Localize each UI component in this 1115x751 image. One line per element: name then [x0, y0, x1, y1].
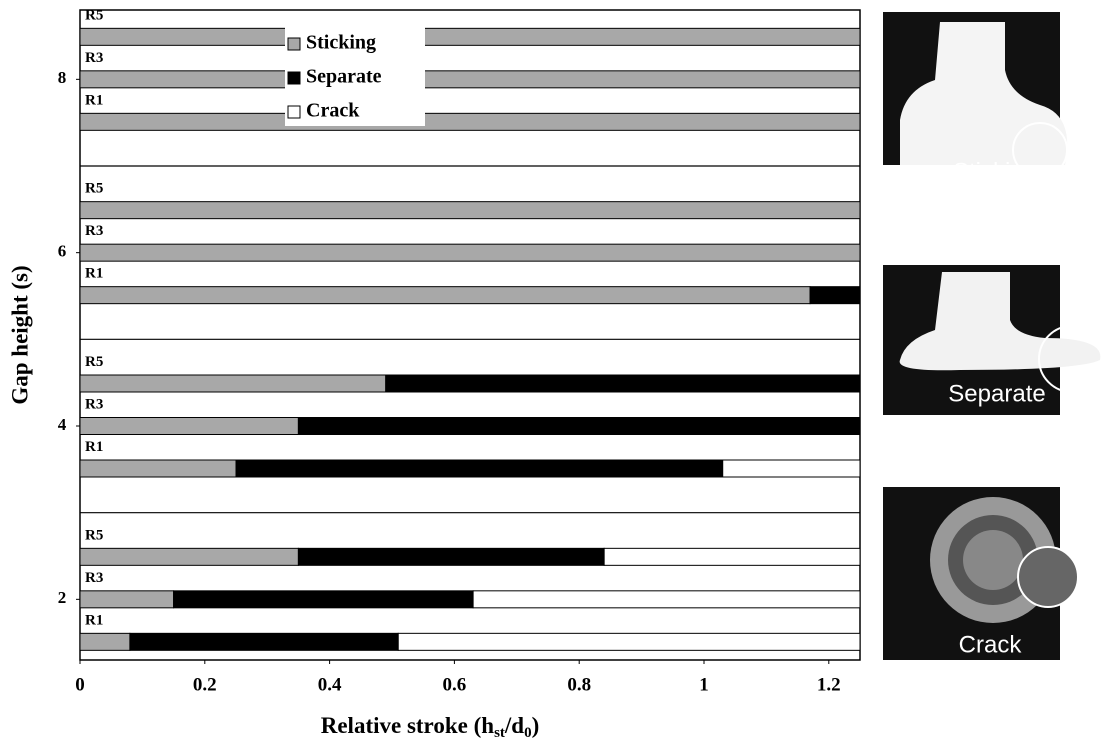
y-tick-label: 2 — [58, 588, 67, 607]
x-label-part: ) — [532, 713, 540, 738]
row-label: R3 — [85, 223, 103, 239]
x-tick-label: 0.2 — [193, 674, 217, 695]
image-caption: Crack — [959, 631, 1023, 658]
row-label: R5 — [85, 181, 103, 197]
row-label: R3 — [85, 570, 103, 586]
legend-swatch — [288, 72, 300, 84]
bar-segment — [80, 28, 860, 45]
image-panel: Separate — [883, 265, 1105, 415]
bar-segment — [298, 548, 604, 565]
bar-segment — [80, 202, 860, 219]
image-panel: Sticking — [883, 12, 1067, 185]
legend-label: Crack — [306, 100, 360, 122]
bar-segment — [80, 375, 386, 392]
bar-segment — [80, 287, 810, 304]
legend-label: Sticking — [306, 32, 376, 54]
bar-segment — [80, 113, 860, 130]
legend-swatch — [288, 38, 300, 50]
x-tick-label: 1.2 — [817, 674, 841, 695]
row-label: R5 — [85, 527, 103, 543]
bar-segment — [80, 633, 130, 650]
bar-segment — [130, 633, 398, 650]
x-tick-label: 0.6 — [443, 674, 467, 695]
bar-segment — [80, 244, 860, 261]
bar-segment — [80, 418, 298, 435]
image-caption: Separate — [948, 380, 1045, 407]
x-tick-label: 0 — [75, 674, 85, 695]
x-tick-label: 0.8 — [567, 674, 591, 695]
bar-segment — [473, 591, 860, 608]
row-label: R1 — [85, 266, 103, 282]
row-label: R3 — [85, 50, 103, 66]
bar-segment — [398, 633, 860, 650]
bar-segment — [723, 460, 860, 477]
bar-segment — [174, 591, 474, 608]
row-label: R5 — [85, 7, 103, 23]
y-axis-label: Gap height (s) — [7, 265, 32, 404]
x-tick-label: 0.4 — [318, 674, 342, 695]
bar-segment — [810, 287, 860, 304]
bar-segment — [80, 591, 174, 608]
chart: Relative stroke (hst/d0) Gap height (s) … — [0, 0, 1115, 751]
x-tick-label: 1 — [699, 674, 709, 695]
y-tick-label: 8 — [58, 68, 67, 87]
x-axis-label: Relative stroke (hst/d0) — [321, 713, 540, 741]
bar-segment — [604, 548, 860, 565]
row-label: R5 — [85, 354, 103, 370]
image-caption: Sticking — [953, 158, 1037, 185]
bar-segment — [80, 460, 236, 477]
legend-label: Separate — [306, 66, 382, 88]
row-label: R1 — [85, 439, 103, 455]
x-label-part: /d — [504, 713, 524, 738]
bar-segment — [80, 548, 298, 565]
x-label-sub: st — [494, 725, 505, 741]
row-label: R1 — [85, 612, 103, 628]
row-label: R3 — [85, 396, 103, 412]
legend: Sticking Separate Crack — [285, 24, 425, 126]
y-tick-label: 6 — [58, 242, 67, 261]
x-label-sub: 0 — [524, 725, 532, 741]
image-panel: Crack — [883, 487, 1078, 660]
row-label: R1 — [85, 92, 103, 108]
bar-segment — [80, 71, 860, 88]
bar-segment — [386, 375, 860, 392]
x-label-part: Relative stroke (h — [321, 713, 495, 738]
legend-swatch — [288, 106, 300, 118]
bar-segment — [298, 418, 860, 435]
bar-segment — [236, 460, 723, 477]
y-tick-label: 4 — [58, 415, 67, 434]
